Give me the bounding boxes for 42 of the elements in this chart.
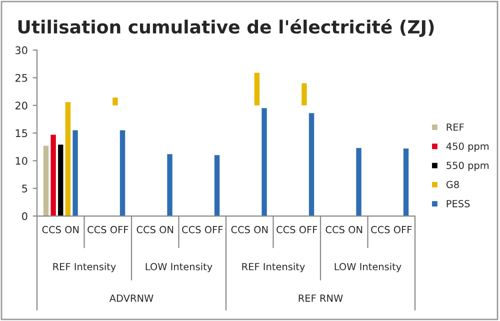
bar [167,154,172,216]
x-tick-label: CCS ON [136,226,174,234]
x-tick-label: CCS OFF [371,226,412,234]
text: REF RNW [298,294,343,302]
y-tick-label: 5 [22,184,28,192]
chart-title: Utilisation cumulative de l'électricité (ZJ) [18,18,434,38]
bar [356,148,362,216]
legend-label: 450 ppm [446,142,489,152]
bar [302,83,307,106]
bar [214,155,220,216]
text: ADVRNW [109,294,154,302]
bar [308,113,314,216]
bar [262,108,267,216]
text: LOW Intensity [334,262,402,272]
x-tick-label: CCS OFF [276,226,318,234]
legend-label: G8 [446,180,459,188]
bar [254,72,260,106]
legend-label: 550 ppm [446,162,489,171]
y-tick-label: 15 [16,129,28,138]
x-tick-label: CCS ON [231,226,268,234]
bar [65,102,71,216]
legend-label: REF [446,124,464,131]
y-tick-label: 0 [22,212,28,220]
text: REF Intensity [53,262,116,272]
text: LOW Intensity [146,262,212,272]
x-tick-label: CCS ON [326,226,362,234]
bar [43,146,49,216]
bar [120,130,126,216]
bar [58,144,64,216]
x-tick-label: CCS OFF [182,226,223,234]
y-tick-label: 25 [15,74,28,82]
y-tick-label: 10 [16,156,28,165]
legend-label: PESS [446,200,470,208]
x-tick-label: CCS OFF [88,226,128,234]
y-tick-label: 20 [15,102,28,110]
bar [72,130,78,216]
bar [50,134,56,216]
bar [112,98,118,106]
x-tick-label: CCS ON [42,226,79,234]
bar [403,148,409,216]
text: REF Intensity [242,262,305,272]
y-tick-label: 30 [16,46,28,54]
